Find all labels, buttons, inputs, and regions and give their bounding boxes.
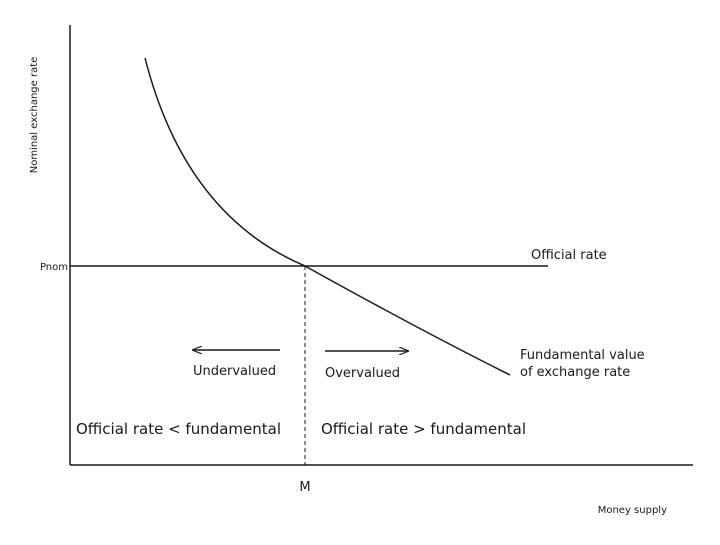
- fundamental-label-line1: Fundamental value: [520, 348, 645, 363]
- overvalued-label: Overvalued: [325, 366, 400, 381]
- x-marker-label: M: [299, 480, 310, 495]
- undervalued-label: Undervalued: [193, 364, 276, 379]
- official-rate-label: Official rate: [531, 248, 607, 263]
- left-region-label: Official rate < fundamental: [76, 420, 281, 438]
- y-marker-label: Pnom: [40, 262, 68, 273]
- fundamental-value-curve: [144, 57, 511, 376]
- fundamental-label-line2: of exchange rate: [520, 365, 630, 380]
- right-region-label: Official rate > fundamental: [321, 420, 526, 438]
- x-axis-label: Money supply: [598, 505, 667, 516]
- y-axis-label: Nominal exchange rate: [29, 57, 40, 174]
